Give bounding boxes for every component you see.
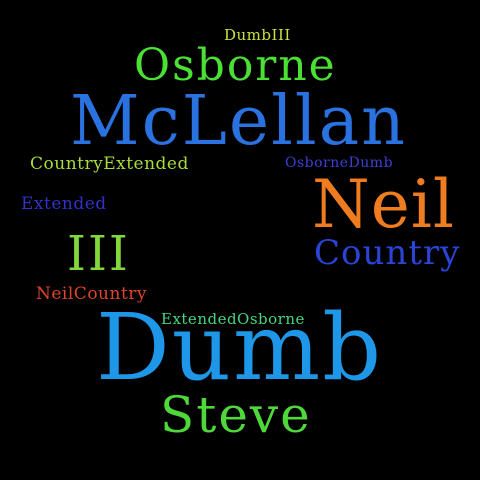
- word-extendedosborne: ExtendedOsborne: [161, 310, 305, 328]
- word-dumb: Dumb: [96, 294, 384, 401]
- word-countryextended: CountryExtended: [30, 154, 189, 174]
- word-neilcountry: NeilCountry: [36, 284, 148, 304]
- word-extended: Extended: [21, 194, 107, 214]
- word-country: Country: [314, 233, 461, 273]
- word-steve: Steve: [160, 386, 312, 444]
- word-neil: Neil: [312, 166, 456, 243]
- word-osborne: Osborne: [134, 40, 337, 91]
- word-mclellan: McLellan: [70, 82, 407, 161]
- word-iii: III: [67, 226, 130, 282]
- word-osbornedumb: OsborneDumb: [285, 155, 394, 171]
- word-dumbiii: DumbIII: [224, 26, 291, 44]
